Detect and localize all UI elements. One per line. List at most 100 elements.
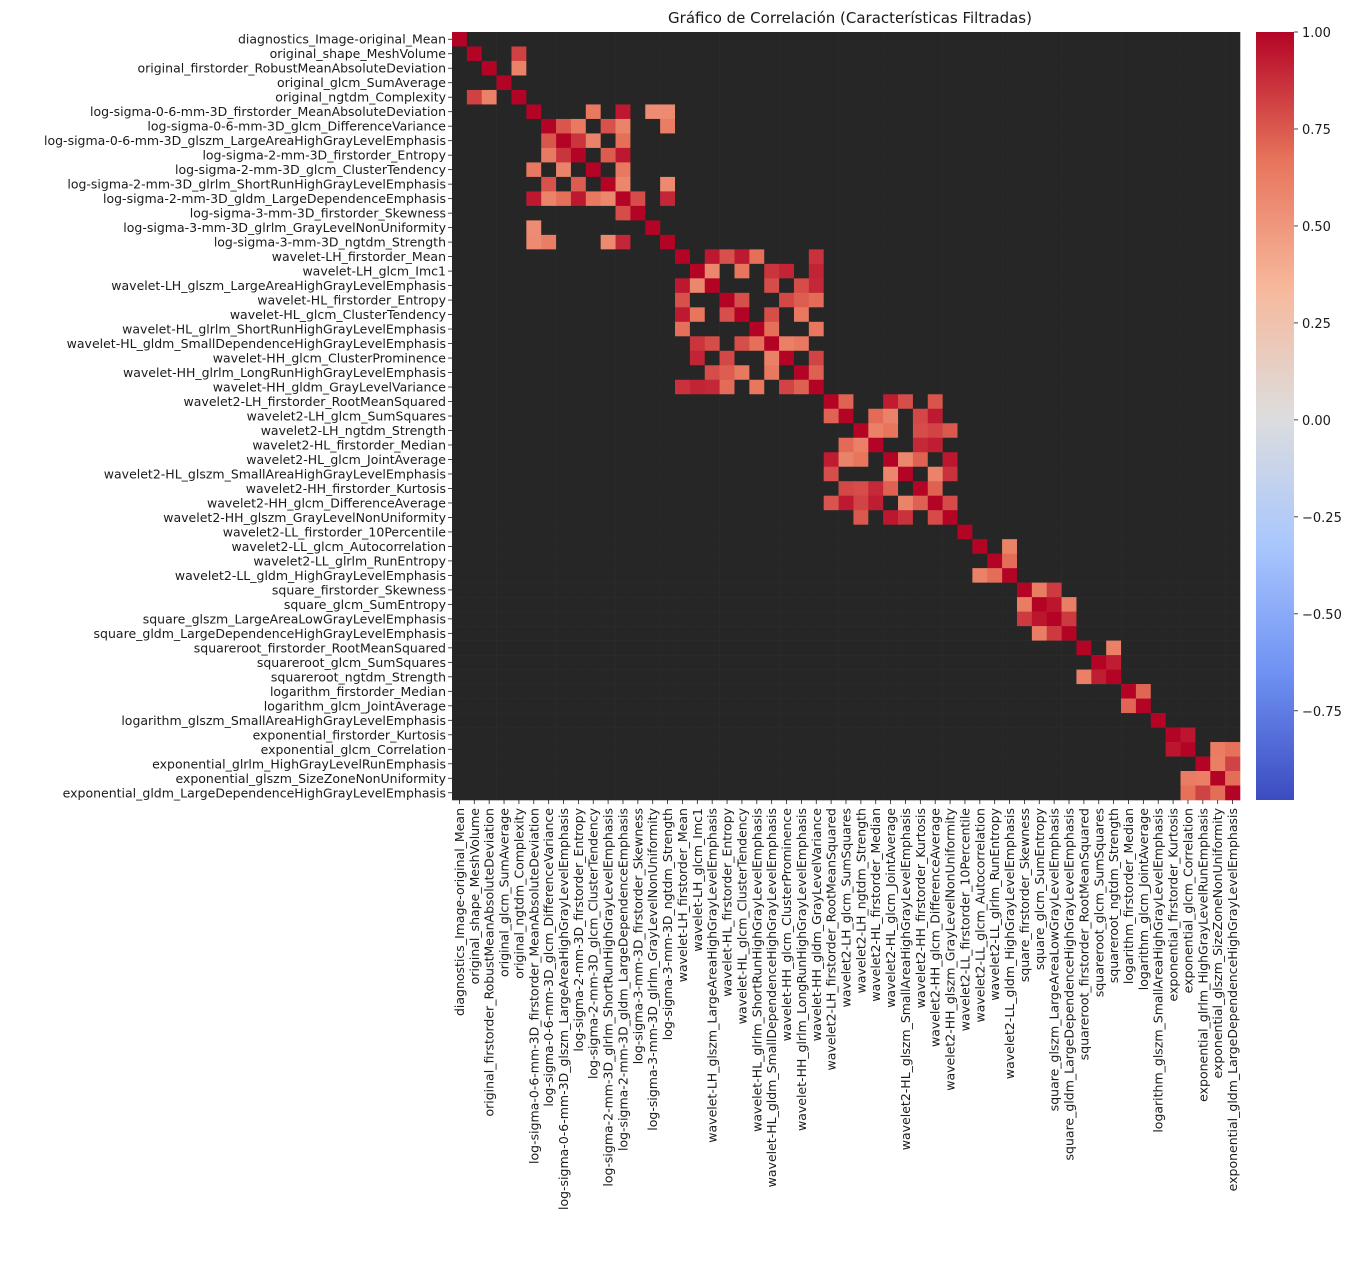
heatmap-cell bbox=[1002, 481, 1018, 496]
heatmap-cell bbox=[570, 104, 587, 120]
heatmap-cell bbox=[987, 205, 1003, 221]
heatmap-cell bbox=[1061, 771, 1077, 786]
heatmap-cell bbox=[1121, 524, 1137, 540]
heatmap-cell bbox=[541, 249, 557, 265]
heatmap-cell bbox=[511, 684, 527, 699]
heatmap-cell bbox=[912, 524, 929, 540]
heatmap-cell bbox=[987, 263, 1003, 279]
heatmap-cell bbox=[615, 713, 631, 728]
heatmap-cell bbox=[957, 292, 973, 308]
heatmap-cell bbox=[868, 568, 884, 583]
y-tick-label: exponential_firstorder_Kurtosis bbox=[253, 727, 446, 742]
heatmap-cell bbox=[570, 684, 587, 699]
heatmap-cell bbox=[719, 423, 735, 439]
x-tick-label: wavelet-HH_gldm_GrayLevelVariance bbox=[809, 808, 824, 1042]
heatmap-cell bbox=[1150, 423, 1166, 439]
heatmap-cell bbox=[853, 60, 869, 76]
heatmap-cell bbox=[793, 104, 810, 120]
heatmap-cell bbox=[793, 553, 810, 569]
heatmap-cell bbox=[1180, 176, 1196, 192]
heatmap-cell bbox=[1121, 394, 1137, 410]
heatmap-cell bbox=[927, 640, 943, 656]
heatmap-cell bbox=[838, 582, 854, 598]
heatmap-cell bbox=[1225, 350, 1241, 366]
heatmap-cell bbox=[734, 408, 750, 424]
heatmap-cell bbox=[853, 133, 869, 149]
heatmap-cell bbox=[689, 568, 706, 583]
heatmap-cell bbox=[1046, 437, 1062, 453]
heatmap-cell bbox=[853, 249, 869, 265]
x-tick-label: squareroot_glcm_SumSquares bbox=[1091, 808, 1106, 997]
heatmap-cell bbox=[793, 626, 810, 641]
heatmap-cell bbox=[615, 539, 631, 554]
heatmap-cell bbox=[1076, 60, 1092, 76]
heatmap-cell bbox=[734, 350, 750, 366]
heatmap-cell bbox=[853, 597, 869, 612]
heatmap-cell bbox=[704, 640, 720, 656]
heatmap-cell bbox=[1135, 553, 1152, 569]
heatmap-cell bbox=[704, 756, 720, 772]
heatmap-cell bbox=[704, 118, 720, 134]
y-tick-label: wavelet2-HH_firstorder_Kurtosis bbox=[246, 481, 446, 496]
heatmap-cell bbox=[734, 423, 750, 439]
heatmap-cell bbox=[600, 176, 616, 192]
heatmap-cell bbox=[630, 727, 646, 743]
heatmap-cell bbox=[1061, 698, 1077, 714]
heatmap-cell bbox=[1031, 481, 1048, 496]
heatmap-cell bbox=[704, 771, 720, 786]
heatmap-cell bbox=[912, 771, 929, 786]
heatmap-cell bbox=[927, 785, 943, 801]
x-tick-label: log-sigma-0-6-mm-3D_firstorder_MeanAbsol… bbox=[526, 808, 541, 1164]
heatmap-cell bbox=[823, 466, 839, 482]
heatmap-cell bbox=[1091, 655, 1107, 670]
heatmap-cell bbox=[1121, 321, 1137, 337]
heatmap-cell bbox=[1046, 60, 1062, 76]
heatmap-cell bbox=[1106, 394, 1122, 410]
heatmap-cell bbox=[987, 321, 1003, 337]
heatmap-cell bbox=[1091, 336, 1107, 352]
heatmap-cell bbox=[1165, 684, 1181, 699]
heatmap-cell bbox=[1031, 162, 1048, 178]
heatmap-cell bbox=[452, 147, 468, 163]
heatmap-cell bbox=[972, 394, 988, 410]
heatmap-cell bbox=[1210, 727, 1226, 743]
heatmap-cell bbox=[1195, 568, 1211, 583]
heatmap-cell bbox=[1091, 640, 1107, 656]
heatmap-cell bbox=[987, 336, 1003, 352]
heatmap-cell bbox=[600, 452, 616, 468]
heatmap-cell bbox=[466, 32, 483, 47]
heatmap-cell bbox=[868, 626, 884, 641]
heatmap-cell bbox=[600, 568, 616, 583]
heatmap-cell bbox=[779, 32, 795, 47]
heatmap-cell bbox=[466, 46, 483, 62]
heatmap-cell bbox=[466, 495, 483, 511]
heatmap-cell bbox=[764, 698, 780, 714]
heatmap-cell bbox=[912, 408, 929, 424]
heatmap-cell bbox=[630, 89, 646, 105]
heatmap-cell bbox=[600, 278, 616, 294]
heatmap-cell bbox=[957, 118, 973, 134]
heatmap-cell bbox=[898, 234, 914, 250]
heatmap-cell bbox=[1180, 756, 1196, 772]
heatmap-cell bbox=[570, 727, 587, 743]
heatmap-cell bbox=[868, 278, 884, 294]
heatmap-cell bbox=[927, 350, 943, 366]
heatmap-cell bbox=[1225, 162, 1241, 178]
heatmap-cell bbox=[927, 742, 943, 757]
heatmap-cell bbox=[823, 524, 839, 540]
heatmap-cell bbox=[1106, 713, 1122, 728]
heatmap-cell bbox=[689, 727, 706, 743]
heatmap-cell bbox=[883, 640, 899, 656]
heatmap-cell bbox=[1106, 379, 1122, 395]
heatmap-cell bbox=[1106, 553, 1122, 569]
heatmap-cell bbox=[1210, 423, 1226, 439]
heatmap-cell bbox=[1195, 423, 1211, 439]
heatmap-cell bbox=[912, 350, 929, 366]
heatmap-cell bbox=[883, 655, 899, 670]
heatmap-cell bbox=[570, 75, 587, 91]
heatmap-cell bbox=[749, 46, 765, 62]
heatmap-cell bbox=[1121, 307, 1137, 323]
heatmap-cell bbox=[987, 249, 1003, 265]
heatmap-cell bbox=[719, 249, 735, 265]
heatmap-cell bbox=[1031, 234, 1048, 250]
